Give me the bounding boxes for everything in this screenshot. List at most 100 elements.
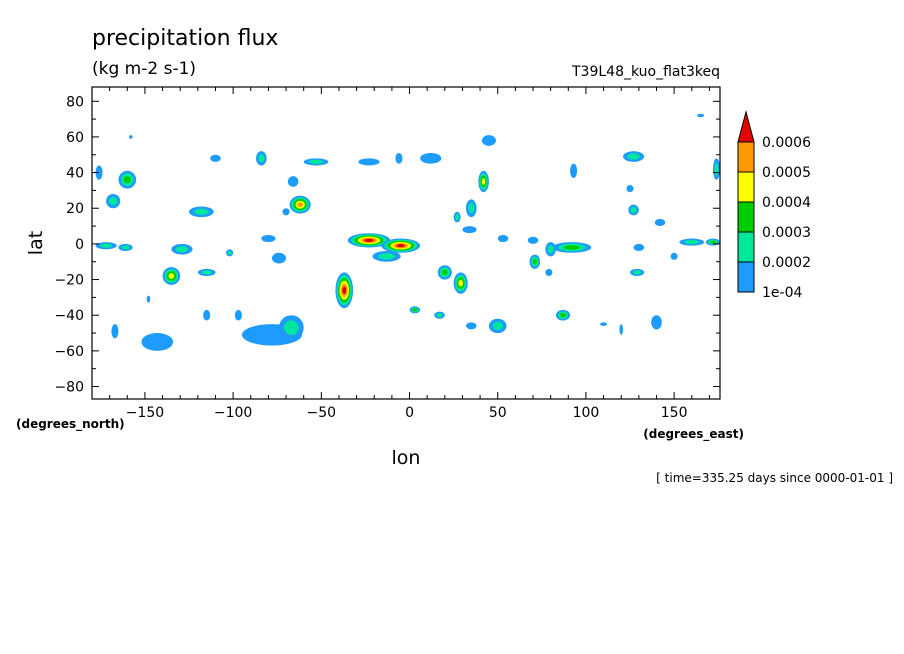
contour-band (654, 218, 666, 227)
contour-band (563, 245, 580, 250)
precip-cell (628, 204, 639, 216)
precip-cell (282, 208, 290, 216)
x-tick-label: 100 (573, 405, 600, 421)
contour-band (670, 252, 678, 260)
contour-band (465, 322, 477, 330)
colorbar-label: 0.0002 (762, 255, 811, 271)
precip-cell (197, 268, 216, 276)
contour-band (227, 250, 232, 255)
x-tick-label: −150 (126, 405, 164, 421)
y-axis-label: lat (25, 231, 47, 255)
contour-band (287, 176, 299, 187)
contour-band (297, 202, 303, 207)
contour-band (111, 324, 119, 339)
precip-cell (372, 251, 401, 262)
colorbar-swatch (737, 141, 755, 173)
contour-band (714, 162, 719, 176)
y-tick-label: 80 (66, 94, 84, 110)
contour-band (420, 152, 442, 164)
y-tick-label: −60 (54, 344, 84, 360)
y-tick-label: 0 (75, 237, 84, 253)
contour-field (95, 113, 720, 351)
contour-band (468, 203, 475, 214)
precip-cell (437, 265, 452, 280)
contour-band (203, 309, 211, 321)
precip-cell (633, 243, 645, 252)
colorbar-swatch (737, 201, 755, 233)
precip-cell (287, 176, 299, 187)
precip-cell (552, 242, 592, 253)
contour-band (458, 279, 463, 287)
contour-band (492, 321, 503, 331)
chart-units: (kg m-2 s-1) (92, 59, 196, 79)
precip-cell (95, 242, 117, 250)
precip-cell (234, 309, 242, 321)
contour-band (129, 135, 133, 139)
contour-band (395, 152, 403, 164)
contour-band (527, 236, 539, 244)
contour-band (95, 165, 103, 180)
x-tick-label: 150 (661, 405, 688, 421)
contour-band (109, 196, 118, 206)
precip-cell (622, 151, 645, 162)
contour-band (141, 333, 174, 351)
colorbar-label: 1e-04 (762, 285, 802, 301)
contour-band (626, 185, 634, 193)
y-tick-label: 40 (66, 166, 84, 182)
contour-band (632, 270, 642, 275)
contour-band (627, 153, 640, 160)
colorbar-label: 0.0005 (762, 165, 811, 181)
contour-band (234, 309, 242, 321)
contour-band (378, 253, 395, 260)
contour-band (547, 245, 554, 254)
precip-cell (95, 165, 103, 180)
precip-cell (478, 170, 489, 193)
precip-cell (420, 152, 442, 164)
contour-band (436, 313, 443, 318)
contour-band (308, 159, 324, 164)
contour-band (630, 206, 637, 214)
precip-cell (358, 158, 380, 166)
precip-cell (141, 333, 174, 351)
precip-cell (278, 315, 304, 341)
contour-band (258, 154, 265, 163)
contour-band (168, 273, 175, 279)
contour-band (497, 234, 509, 243)
precip-cell (226, 249, 234, 257)
contour-band (710, 240, 716, 244)
contour-band (697, 113, 705, 118)
time-label: [ time=335.25 days since 0000-01-01 ] (656, 471, 893, 485)
contour-band (201, 270, 212, 275)
contour-band (121, 245, 130, 250)
precip-cell (545, 242, 556, 257)
contour-band (570, 163, 578, 178)
contour-band (412, 308, 417, 312)
colorbar-label: 0.0006 (762, 135, 811, 151)
contour-band (210, 154, 221, 162)
precip-cell (434, 311, 445, 319)
x-axis: −150 −100 −50 0 50 100 150 (91, 87, 710, 421)
precip-cell (462, 226, 477, 234)
colorbar-extend-arrow (737, 110, 755, 143)
precip-cell (289, 195, 311, 214)
y-tick-label: 20 (66, 201, 84, 217)
contour-band (455, 214, 460, 221)
x-tick-label: 50 (489, 405, 507, 421)
precip-cell (481, 135, 496, 146)
contour-band (99, 243, 113, 248)
precip-cell (545, 268, 553, 276)
precip-cell (712, 158, 720, 180)
precip-cell (129, 135, 133, 139)
precip-cell (453, 211, 461, 223)
precip-cell (171, 243, 193, 255)
precip-cell (555, 309, 571, 321)
precip-cell (630, 268, 645, 276)
precip-cell (210, 154, 221, 162)
chart-title: precipitation flux (92, 26, 278, 51)
contour-band (342, 286, 347, 295)
precip-cell (529, 254, 541, 269)
precip-cell (619, 324, 623, 335)
contour-band (396, 244, 405, 248)
plot-frame (91, 86, 721, 400)
